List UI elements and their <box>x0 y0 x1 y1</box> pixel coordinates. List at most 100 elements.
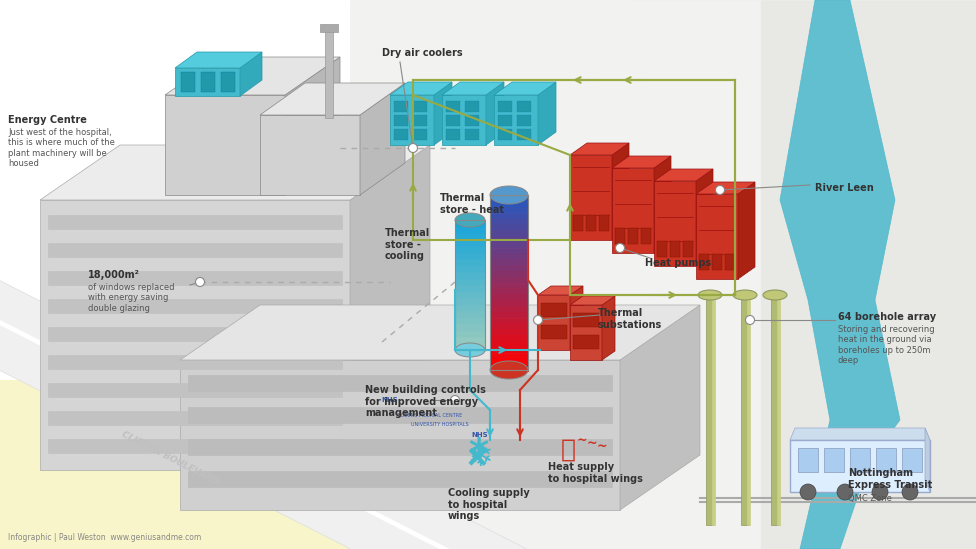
Bar <box>490 323 528 330</box>
Polygon shape <box>165 57 340 95</box>
Bar <box>320 24 338 32</box>
Polygon shape <box>350 145 430 470</box>
Ellipse shape <box>733 290 757 300</box>
Bar <box>465 129 479 140</box>
Bar <box>490 259 528 266</box>
Bar <box>455 324 485 332</box>
Polygon shape <box>40 145 430 200</box>
Polygon shape <box>434 82 452 145</box>
Polygon shape <box>494 95 538 145</box>
Bar <box>455 220 485 227</box>
Bar <box>741 295 749 525</box>
Bar <box>490 329 528 336</box>
Text: UNIVERSITY HOSPITALS: UNIVERSITY HOSPITALS <box>411 423 468 428</box>
Bar <box>490 294 528 301</box>
Text: NHS: NHS <box>471 432 488 438</box>
Text: 18,000m²: 18,000m² <box>88 270 140 280</box>
Polygon shape <box>442 82 504 95</box>
Polygon shape <box>48 439 342 453</box>
Polygon shape <box>925 428 930 492</box>
Bar <box>490 253 528 260</box>
Bar <box>490 195 528 202</box>
Polygon shape <box>40 200 350 470</box>
Circle shape <box>837 484 853 500</box>
Bar <box>670 241 680 257</box>
Polygon shape <box>165 95 285 195</box>
Bar <box>413 101 427 112</box>
Bar <box>490 283 528 289</box>
Bar <box>455 337 485 345</box>
Polygon shape <box>48 215 342 229</box>
Bar <box>446 101 460 112</box>
Bar <box>413 115 427 126</box>
Bar <box>517 129 531 140</box>
Bar <box>517 115 531 126</box>
Bar <box>455 285 485 293</box>
Bar <box>725 254 735 270</box>
Bar <box>455 272 485 279</box>
Bar <box>221 72 235 92</box>
Circle shape <box>715 186 724 194</box>
Polygon shape <box>654 181 696 266</box>
Bar <box>490 236 528 243</box>
Bar <box>541 325 567 339</box>
Polygon shape <box>48 327 342 341</box>
Polygon shape <box>570 286 583 350</box>
Polygon shape <box>612 143 629 240</box>
Bar <box>490 248 528 254</box>
Polygon shape <box>790 428 930 440</box>
Polygon shape <box>180 305 700 360</box>
Text: of windows replaced
with energy saving
double glazing: of windows replaced with energy saving d… <box>88 283 175 313</box>
Bar <box>573 335 599 349</box>
Polygon shape <box>630 0 976 549</box>
Polygon shape <box>696 194 738 279</box>
Bar <box>771 295 779 525</box>
Bar <box>394 101 408 112</box>
Bar <box>446 115 460 126</box>
Bar <box>490 212 528 220</box>
Ellipse shape <box>490 186 528 204</box>
Ellipse shape <box>763 290 787 300</box>
Polygon shape <box>48 411 342 425</box>
Bar <box>712 295 715 525</box>
Bar <box>683 241 693 257</box>
Polygon shape <box>0 380 420 549</box>
Bar <box>490 317 528 324</box>
Polygon shape <box>570 305 602 360</box>
Bar <box>455 239 485 247</box>
Bar <box>413 129 427 140</box>
Bar <box>490 230 528 237</box>
Bar <box>490 352 528 360</box>
Bar <box>325 28 333 118</box>
Bar <box>181 72 195 92</box>
Bar <box>699 254 709 270</box>
Bar <box>902 448 922 472</box>
Polygon shape <box>570 155 612 240</box>
Bar <box>498 115 512 126</box>
Polygon shape <box>738 182 755 279</box>
Bar <box>490 358 528 365</box>
Circle shape <box>872 484 888 500</box>
Bar <box>455 227 485 234</box>
Bar <box>455 292 485 299</box>
Bar <box>573 313 599 327</box>
Bar <box>490 195 528 370</box>
Polygon shape <box>175 52 262 68</box>
Bar <box>490 242 528 249</box>
Polygon shape <box>175 68 240 96</box>
Bar <box>455 298 485 305</box>
Text: Thermal
store -
cooling: Thermal store - cooling <box>385 228 430 261</box>
Text: Dry air coolers: Dry air coolers <box>382 48 463 58</box>
Text: Infographic | Paul Weston  www.geniusandme.com: Infographic | Paul Weston www.geniusandm… <box>8 533 201 542</box>
Bar <box>824 448 844 472</box>
Circle shape <box>746 316 754 324</box>
Polygon shape <box>180 360 620 510</box>
Text: QMC Zone: QMC Zone <box>848 494 892 503</box>
Bar <box>657 241 667 257</box>
Polygon shape <box>48 355 342 369</box>
Bar <box>490 300 528 307</box>
Polygon shape <box>48 271 342 285</box>
Bar <box>628 228 638 244</box>
Text: Nottingham
Express Transit: Nottingham Express Transit <box>848 468 932 490</box>
Circle shape <box>451 395 460 405</box>
